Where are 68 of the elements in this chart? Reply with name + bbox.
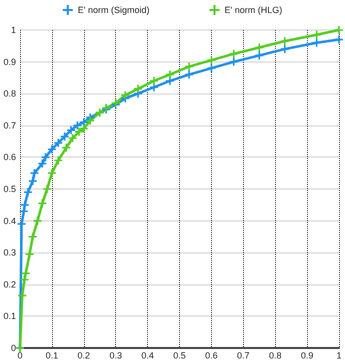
point xyxy=(54,138,62,147)
point xyxy=(255,51,264,60)
y-tick-label: 0.4 xyxy=(3,216,16,226)
point xyxy=(185,62,194,71)
point xyxy=(255,43,264,52)
point xyxy=(24,188,32,196)
y-tick-label: 0.3 xyxy=(3,248,16,258)
point xyxy=(38,160,46,168)
x-tick-label: 0.4 xyxy=(141,350,154,360)
x-tick-label: 0.8 xyxy=(268,350,282,360)
point xyxy=(207,64,216,72)
y-tick-label: 0.2 xyxy=(3,279,16,290)
point xyxy=(28,177,37,186)
y-tick-label: 0.5 xyxy=(3,184,16,194)
x-tick-label: 0.5 xyxy=(173,350,186,360)
y-tick-label: 0.7 xyxy=(3,120,16,130)
y-tick-label: 1 xyxy=(10,25,16,35)
point xyxy=(230,58,238,66)
point xyxy=(48,145,56,154)
point xyxy=(20,207,28,216)
point xyxy=(60,132,69,141)
y-tick-label: 0.8 xyxy=(3,88,16,99)
point xyxy=(335,26,343,34)
legend-label: E' norm (HLG) xyxy=(224,5,282,15)
point xyxy=(20,276,28,284)
point xyxy=(67,126,76,134)
point xyxy=(28,232,37,241)
point xyxy=(312,38,321,47)
point xyxy=(280,37,289,46)
point xyxy=(134,84,142,93)
point xyxy=(54,156,62,164)
point xyxy=(185,70,194,79)
y-tick-label: 0.6 xyxy=(3,152,16,162)
point xyxy=(335,36,343,44)
point xyxy=(62,144,70,152)
point xyxy=(166,70,174,79)
point xyxy=(75,128,84,136)
y-tick-label: 0.1 xyxy=(3,311,16,322)
x-tick-label: 0.7 xyxy=(237,350,250,360)
point xyxy=(43,185,52,193)
point xyxy=(80,124,88,133)
x-tick-label: 0 xyxy=(17,350,23,360)
point xyxy=(34,216,42,225)
legend-label: E' norm (Sigmoid) xyxy=(78,5,150,15)
y-tick-label: 0.9 xyxy=(3,56,16,67)
x-tick-label: 0.9 xyxy=(300,350,314,360)
point xyxy=(68,134,77,142)
x-tick-label: 0.3 xyxy=(109,350,122,360)
point xyxy=(280,45,289,54)
point xyxy=(20,200,29,209)
point xyxy=(312,30,321,39)
point xyxy=(230,50,238,58)
point xyxy=(38,199,46,208)
x-tick-label: 0.1 xyxy=(46,350,58,360)
point xyxy=(30,169,38,178)
y-tick-label: 0 xyxy=(10,343,16,353)
point xyxy=(42,153,50,162)
x-tick-label: 1 xyxy=(336,350,342,360)
point xyxy=(86,116,94,125)
point xyxy=(207,56,216,64)
point xyxy=(26,250,34,258)
point xyxy=(150,76,158,85)
point xyxy=(48,169,56,178)
x-tick-label: 0.2 xyxy=(78,350,90,360)
x-tick-label: 0.6 xyxy=(205,350,218,360)
point xyxy=(73,121,82,130)
point xyxy=(22,269,30,278)
point xyxy=(121,91,130,100)
